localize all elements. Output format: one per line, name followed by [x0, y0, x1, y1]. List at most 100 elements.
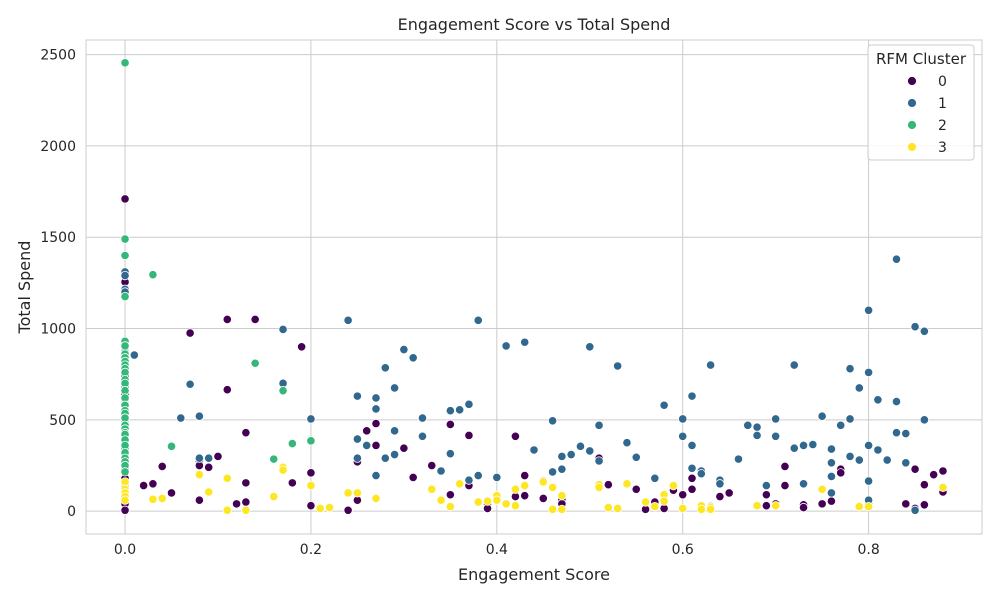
data-point — [873, 395, 883, 405]
data-point — [650, 502, 660, 512]
data-point — [148, 270, 158, 280]
data-point — [808, 439, 818, 450]
legend: RFM Cluster 0 1 2 3 — [867, 44, 975, 161]
data-point — [120, 291, 130, 302]
data-point — [464, 399, 474, 409]
data-point — [882, 455, 892, 465]
x-axis-label: Engagement Score — [458, 565, 610, 584]
data-point — [668, 480, 679, 491]
data-point — [176, 413, 186, 423]
data-point — [120, 467, 130, 477]
data-point — [547, 467, 558, 477]
y-tick-label: 0 — [67, 504, 76, 520]
data-point — [557, 464, 567, 474]
data-point — [241, 505, 251, 515]
data-point — [603, 502, 613, 513]
data-point — [547, 416, 558, 426]
data-point — [166, 488, 177, 498]
data-point — [687, 463, 697, 473]
data-point — [417, 413, 428, 423]
data-point — [594, 420, 604, 430]
data-point — [510, 431, 521, 441]
legend-label: 0 — [938, 74, 947, 90]
data-point — [826, 444, 837, 454]
data-point — [352, 434, 362, 444]
data-point — [929, 470, 939, 480]
data-point — [622, 479, 632, 489]
series-3 — [120, 462, 948, 515]
data-point — [761, 480, 771, 491]
data-point — [938, 482, 948, 493]
data-point — [306, 501, 316, 511]
data-point — [204, 453, 214, 463]
data-point — [399, 344, 409, 355]
data-point — [389, 383, 400, 393]
data-point — [826, 458, 837, 468]
data-point — [864, 502, 874, 512]
data-point — [678, 414, 688, 424]
data-point — [752, 422, 762, 432]
data-point — [854, 383, 864, 393]
data-point — [445, 406, 455, 416]
legend-box — [867, 44, 975, 161]
data-point — [250, 358, 260, 368]
data-point — [919, 480, 929, 490]
data-point — [287, 438, 297, 449]
data-point — [194, 453, 204, 463]
data-point — [278, 465, 288, 475]
data-point — [473, 497, 483, 507]
data-point — [826, 471, 837, 482]
data-point — [287, 478, 297, 488]
data-point — [919, 326, 929, 336]
data-point — [204, 462, 214, 472]
data-point — [622, 438, 632, 448]
data-point — [241, 428, 251, 438]
data-point — [845, 364, 855, 374]
legend-label: 1 — [938, 96, 947, 112]
data-point — [547, 482, 558, 493]
data-point — [278, 324, 288, 335]
legend-items: 0 1 2 3 — [907, 74, 947, 156]
data-point — [315, 503, 325, 514]
data-point — [891, 428, 902, 438]
data-point — [120, 234, 130, 244]
data-point — [613, 361, 623, 371]
data-point — [297, 342, 307, 352]
data-point — [864, 367, 874, 377]
data-point — [455, 479, 465, 489]
data-point — [678, 431, 688, 441]
data-point — [901, 499, 911, 509]
data-point — [845, 414, 855, 424]
data-point — [473, 470, 483, 481]
y-tick-label: 2500 — [40, 48, 76, 64]
data-point — [120, 194, 130, 204]
data-point — [659, 400, 669, 410]
data-point — [120, 341, 130, 351]
data-point — [445, 449, 455, 459]
data-point — [166, 441, 177, 451]
data-point — [371, 493, 381, 503]
data-point — [492, 472, 502, 482]
data-point — [120, 495, 130, 505]
data-point — [139, 480, 149, 491]
data-point — [891, 396, 902, 407]
data-point — [492, 495, 502, 505]
data-point — [771, 501, 781, 511]
data-point — [789, 360, 799, 370]
data-point — [157, 493, 167, 503]
data-point — [269, 454, 279, 464]
data-point — [538, 477, 548, 487]
legend-title: RFM Cluster — [876, 50, 967, 68]
data-point — [910, 322, 920, 332]
data-point — [715, 479, 725, 489]
data-point — [631, 484, 641, 494]
data-point — [455, 405, 465, 415]
data-point — [129, 350, 139, 360]
data-point — [520, 337, 530, 347]
data-point — [222, 505, 232, 515]
x-tick-label: 0.2 — [300, 542, 322, 558]
data-point — [789, 443, 799, 453]
data-point — [650, 473, 660, 483]
data-point — [705, 504, 716, 514]
data-point — [715, 491, 725, 502]
